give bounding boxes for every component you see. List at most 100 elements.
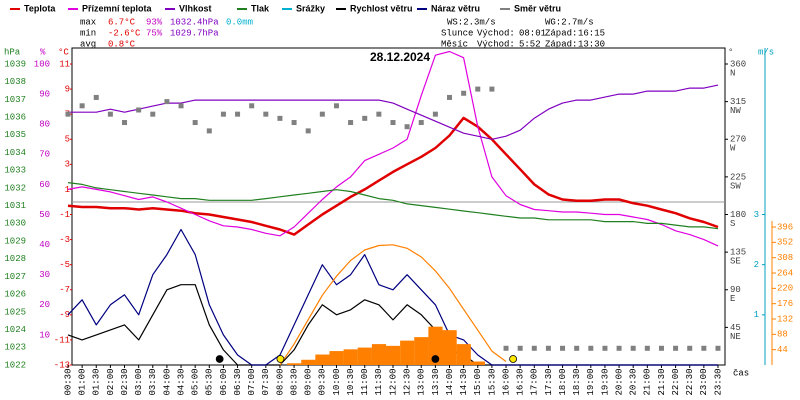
moon-set-marker — [431, 355, 440, 363]
series-line — [68, 84, 719, 140]
solar-bar — [400, 340, 415, 365]
direction-point — [249, 103, 255, 109]
axis-title: hPa — [4, 47, 21, 57]
direction-point — [447, 94, 453, 100]
y-tick-label: 1024 — [4, 325, 26, 335]
y-tick-label: 1022 — [4, 360, 26, 370]
axis-title: % — [40, 47, 46, 57]
x-tick-label: 02:30 — [120, 368, 130, 395]
solar-bar — [385, 345, 401, 365]
y-tick-label: 20 — [39, 300, 50, 310]
x-tick-label: 05:00 — [191, 368, 201, 395]
direction-point — [376, 111, 382, 117]
x-tick-label: 06:30 — [233, 368, 243, 395]
solar-bar — [470, 361, 485, 365]
x-tick-label: 12:00 — [388, 368, 398, 395]
y-tick-label: 80 — [39, 120, 50, 130]
y-tick-label: 1038 — [4, 77, 26, 87]
stat-value: 6.7°C — [108, 17, 136, 27]
x-tick-label: 18:00 — [558, 368, 568, 395]
direction-point — [404, 124, 410, 130]
x-tick-label: 04:00 — [162, 368, 172, 395]
y-tick-label: 44 — [777, 345, 788, 355]
x-tick-label: 21:00 — [643, 368, 653, 395]
y-tick-label: 1032 — [4, 183, 26, 193]
astro-label: Slunce — [441, 28, 473, 38]
y-tick-label: 5 — [65, 135, 70, 145]
series-line — [67, 182, 719, 230]
y-tick-label: 11 — [59, 59, 70, 69]
y-tick-label: 1034 — [4, 148, 26, 158]
y-tick-label: 225 — [730, 172, 746, 182]
moon-rise-marker — [215, 355, 224, 363]
compass-label: E — [730, 294, 735, 304]
y-tick-label: 3 — [65, 160, 70, 170]
astro-set: 13:30 — [578, 39, 605, 49]
direction-point — [107, 111, 113, 117]
y-tick-label: 30 — [39, 270, 50, 280]
direction-point — [362, 115, 368, 121]
series-line — [67, 228, 718, 366]
y-tick-label: 1026 — [4, 290, 26, 300]
x-tick-label: 16:00 — [501, 368, 511, 395]
x-tick-label: 19:30 — [600, 368, 610, 395]
stat-label: avg — [80, 39, 96, 49]
y-tick-label: 1023 — [4, 343, 26, 353]
y-tick-label: 90 — [39, 89, 50, 99]
x-tick-label: 22:00 — [671, 368, 681, 395]
solar-bar — [357, 347, 372, 365]
astro-set-label: Západ: — [545, 39, 577, 49]
sun-set-marker — [509, 355, 517, 363]
direction-point — [319, 111, 325, 117]
y-tick-label: 1033 — [4, 166, 26, 176]
astro-rise: 08:01 — [519, 28, 546, 38]
y-tick-label: 1030 — [4, 219, 26, 229]
direction-point — [291, 120, 297, 126]
stat-gust: WG:2.7m/s — [545, 17, 594, 27]
y-tick-label: 176 — [777, 299, 793, 309]
y-tick-label: 1039 — [4, 59, 26, 69]
x-tick-label: 13:00 — [417, 368, 427, 395]
x-tick-label: 03:30 — [148, 368, 158, 395]
direction-point — [475, 86, 481, 92]
direction-point — [644, 345, 650, 351]
compass-label: W — [730, 144, 736, 154]
stat-label: max — [80, 17, 96, 27]
x-tick-label: 15:00 — [473, 368, 483, 395]
y-tick-label: 270 — [730, 135, 746, 145]
direction-point — [687, 345, 693, 351]
direction-point — [673, 345, 679, 351]
direction-point — [616, 345, 622, 351]
direction-point — [164, 99, 170, 105]
direction-point — [220, 111, 226, 117]
solar-bar — [343, 349, 358, 365]
y-tick-label: 135 — [730, 248, 746, 258]
y-tick-label: 100 — [34, 59, 50, 69]
x-tick-label: 22:30 — [685, 368, 695, 395]
direction-point — [305, 128, 311, 134]
x-tick-label: 12:30 — [402, 368, 412, 395]
astro-rise-label: Východ: — [477, 39, 515, 49]
x-axis-label: čas — [733, 368, 749, 378]
direction-point — [560, 345, 566, 351]
y-tick-label: 88 — [777, 330, 788, 340]
stat-value: 0.8°C — [108, 39, 136, 49]
direction-point — [715, 345, 721, 351]
solar-bar — [442, 330, 457, 365]
series-line — [279, 244, 507, 366]
solar-bar — [371, 344, 387, 365]
astro-set-label: Západ: — [545, 28, 577, 38]
direction-point — [348, 120, 354, 126]
x-tick-label: 07:30 — [261, 368, 271, 395]
y-tick-label: -1 — [59, 210, 70, 220]
solar-bar — [329, 351, 344, 365]
axis-title: °C — [58, 47, 69, 57]
y-tick-label: 1025 — [4, 307, 26, 317]
x-tick-label: 21:30 — [657, 368, 667, 395]
direction-point — [701, 345, 707, 351]
legend-label: Náraz větru — [431, 3, 480, 13]
x-tick-label: 11:00 — [360, 368, 370, 395]
solar-bar — [287, 363, 302, 365]
y-tick-label: 2 — [754, 260, 759, 270]
